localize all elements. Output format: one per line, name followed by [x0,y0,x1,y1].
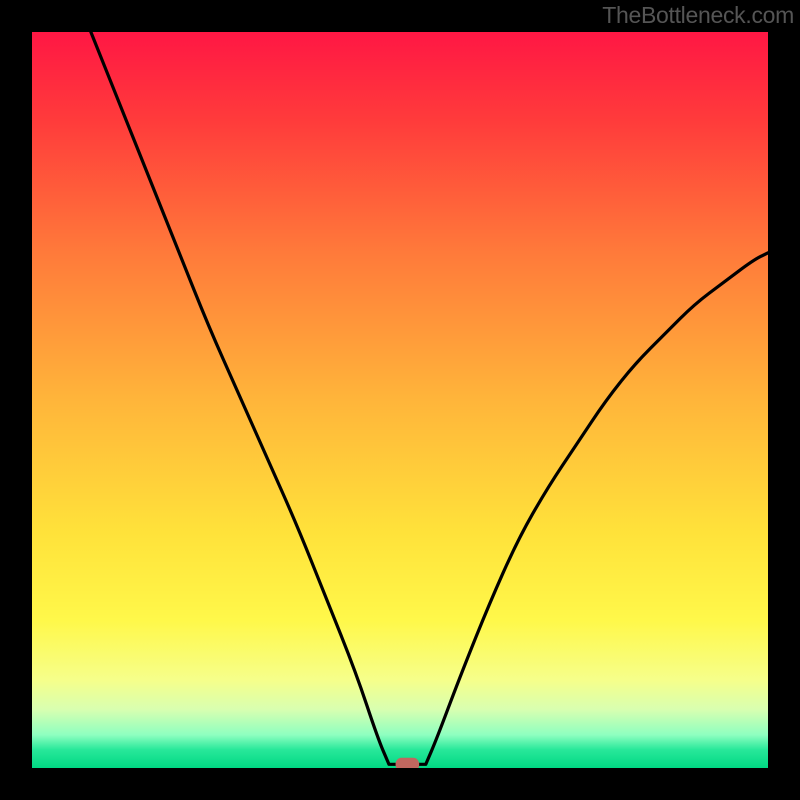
chart-frame: TheBottleneck.com [0,0,800,800]
watermark-text: TheBottleneck.com [602,2,794,29]
bottleneck-chart [32,32,768,768]
gradient-background [32,32,768,768]
optimal-point-marker [396,758,420,768]
